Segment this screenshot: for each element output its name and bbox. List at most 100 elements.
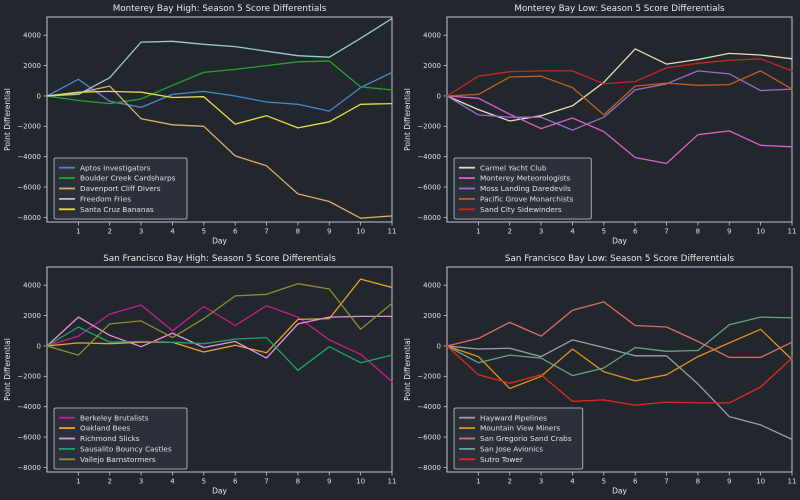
x-tick-label: 7	[264, 478, 268, 486]
y-tick-label: 2000	[423, 62, 441, 70]
series-line	[446, 345, 793, 406]
legend-label: Sutro Tower	[480, 455, 523, 464]
legend-label: San Jose Avionics	[480, 445, 543, 454]
series-line	[46, 85, 393, 219]
y-tick-label: −6000	[417, 433, 441, 441]
y-tick-label: 0	[437, 92, 441, 100]
chart-monterey-bay-low: Monterey Bay Low: Season 5 Score Differe…	[400, 0, 800, 250]
x-tick-label: 10	[756, 478, 765, 486]
x-tick-label: 1	[476, 478, 480, 486]
y-tick-label: 2000	[423, 312, 441, 320]
legend-label: Pacific Grove Monarchists	[480, 195, 574, 204]
legend-label: Richmond Slicks	[80, 434, 140, 443]
legend-label: Mountain View Miners	[480, 424, 560, 433]
x-tick-label: 2	[107, 228, 111, 236]
y-tick-label: 2000	[23, 312, 41, 320]
x-tick-label: 9	[327, 478, 331, 486]
series-line	[446, 58, 793, 97]
x-tick-label: 10	[756, 228, 765, 236]
x-tick-label: 1	[76, 228, 80, 236]
chart-svg: San Francisco Bay Low: Season 5 Score Di…	[403, 254, 797, 496]
x-tick-label: 8	[696, 478, 700, 486]
x-tick-label: 3	[539, 478, 543, 486]
x-tick-label: 5	[202, 478, 206, 486]
legend: Berkeley Brutalists Oakland BeesRichmond …	[53, 407, 188, 470]
y-tick-label: 0	[37, 342, 41, 350]
legend-label: Moss Landing Daredevils	[480, 184, 571, 193]
y-tick-label: 4000	[23, 32, 41, 40]
series-line	[46, 304, 393, 383]
x-tick-label: 1	[476, 228, 480, 236]
series-line	[446, 328, 793, 390]
series-line	[46, 326, 393, 371]
x-tick-label: 9	[327, 228, 331, 236]
legend-label: Sand City Sidewinders	[480, 205, 562, 214]
x-tick-label: 3	[539, 228, 543, 236]
chart-san-francisco-bay-high: San Francisco Bay High: Season 5 Score D…	[0, 250, 400, 500]
legend-label: Monterey Meteorologists	[480, 174, 570, 183]
x-tick-label: 11	[788, 228, 797, 236]
y-tick-label: −8000	[17, 214, 41, 222]
y-tick-label: 2000	[23, 62, 41, 70]
x-tick-label: 4	[170, 228, 175, 236]
x-tick-label: 9	[727, 228, 731, 236]
series-line	[446, 70, 793, 131]
legend-label: Carmel Yacht Club	[480, 163, 547, 172]
y-tick-label: −8000	[17, 464, 41, 472]
legend-label: Vallejo Barnstormers	[80, 455, 156, 464]
series-line	[446, 48, 793, 122]
legend-label: Hayward Pipelines	[480, 413, 547, 422]
y-tick-label: −4000	[17, 153, 41, 161]
y-tick-label: −2000	[417, 373, 441, 381]
x-tick-label: 6	[233, 478, 238, 486]
series-line	[46, 315, 393, 359]
chart-title: Monterey Bay High: Season 5 Score Differ…	[113, 4, 327, 14]
x-tick-label: 4	[570, 228, 575, 236]
series-line	[446, 339, 793, 441]
y-axis-label: Point Differential	[3, 338, 12, 401]
y-tick-label: −6000	[417, 183, 441, 191]
legend-box	[453, 157, 592, 220]
series-line	[446, 316, 793, 377]
x-tick-label: 1	[76, 478, 80, 486]
x-tick-label: 4	[570, 478, 575, 486]
legend-label: Aptos Investigators	[80, 163, 151, 172]
legend-label: Oakland Bees	[80, 424, 130, 433]
x-tick-label: 6	[633, 478, 638, 486]
x-tick-label: 2	[107, 478, 111, 486]
x-axis-label: Day	[612, 237, 627, 246]
legend: Aptos Investigators Boulder Creek Cardsha…	[53, 157, 188, 220]
chart-svg: Monterey Bay Low: Season 5 Score Differe…	[403, 4, 797, 246]
chart-title: San Francisco Bay High: Season 5 Score D…	[103, 254, 336, 264]
y-tick-label: −8000	[417, 214, 441, 222]
legend: Carmel Yacht Club Monterey Meteorologists…	[453, 157, 592, 220]
x-tick-label: 7	[664, 228, 668, 236]
y-tick-label: −2000	[417, 123, 441, 131]
y-tick-label: 4000	[23, 282, 41, 290]
chart-title: Monterey Bay Low: Season 5 Score Differe…	[514, 4, 725, 14]
x-tick-label: 2	[507, 478, 511, 486]
series-line	[46, 17, 393, 97]
legend-box	[453, 407, 584, 470]
series-line	[446, 301, 793, 359]
x-tick-label: 3	[139, 228, 143, 236]
chart-svg: Monterey Bay High: Season 5 Score Differ…	[3, 4, 396, 246]
y-tick-label: −2000	[17, 373, 41, 381]
legend-label: Berkeley Brutalists	[80, 413, 149, 422]
series-line	[46, 71, 393, 112]
x-tick-label: 10	[356, 228, 365, 236]
legend-label: Boulder Creek Cardsharps	[80, 174, 176, 183]
series-line	[46, 90, 393, 129]
legend-box	[53, 407, 188, 470]
x-tick-label: 11	[788, 478, 797, 486]
y-tick-label: −6000	[17, 433, 41, 441]
legend-box	[53, 157, 188, 220]
x-tick-label: 9	[727, 478, 731, 486]
legend-label: San Gregorio Sand Crabs	[480, 434, 572, 443]
y-tick-label: 4000	[423, 282, 441, 290]
series-line	[46, 278, 393, 354]
x-tick-label: 2	[507, 228, 511, 236]
legend-label: Freedom Fries	[80, 195, 131, 204]
y-axis-label: Point Differential	[403, 88, 412, 151]
